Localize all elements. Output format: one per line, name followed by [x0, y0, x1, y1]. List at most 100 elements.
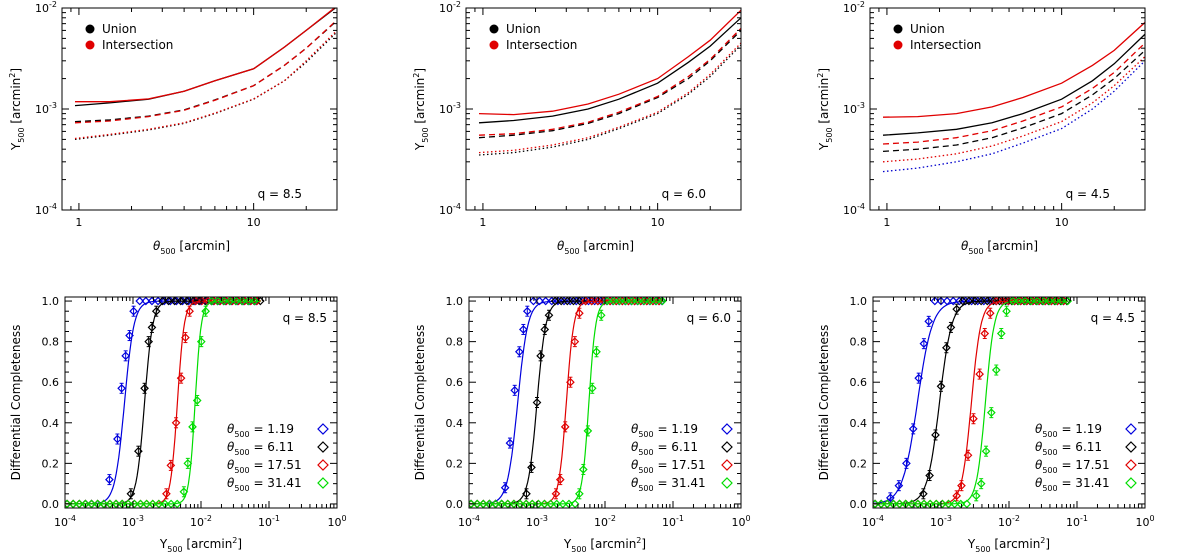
- data-point: [553, 297, 563, 306]
- data-point: [529, 297, 538, 306]
- data-point: [522, 489, 531, 499]
- data-point: [148, 499, 158, 508]
- data-point: [559, 297, 569, 306]
- y-tick-label: 10-4: [439, 202, 461, 217]
- fit-curve: [873, 300, 1069, 505]
- data-point: [142, 499, 151, 508]
- data-point: [209, 297, 219, 306]
- y-axis-label: Y500 [arcmin2]: [816, 68, 834, 151]
- y-tick-label: 0.0: [42, 498, 60, 511]
- data-point: [1057, 297, 1066, 306]
- data-point: [551, 489, 561, 499]
- data-point: [873, 499, 880, 508]
- y-axis-label: Differential Completeness: [413, 325, 427, 481]
- data-point: [958, 297, 968, 306]
- data-point: [534, 499, 543, 508]
- panel-2: 1 10 10-4 10-3 10-2 θ500 [arcmin] Y500 [arcmin…: [412, 0, 742, 256]
- data-point: [503, 499, 513, 508]
- data-point: [509, 499, 519, 508]
- x-tick-label: 10-4: [458, 514, 480, 529]
- data-point: [991, 365, 1001, 375]
- data-point: [989, 297, 998, 306]
- annotation-q: q = 8.5: [283, 311, 327, 325]
- data-point: [515, 499, 525, 508]
- x-tick-label: 1: [479, 216, 486, 229]
- y-tick-label: 10-2: [843, 0, 865, 15]
- y-tick-label: 0.2: [42, 457, 60, 470]
- legend-label: θ500 = 31.41: [1035, 476, 1110, 493]
- data-point: [985, 308, 995, 318]
- data-point: [166, 461, 176, 470]
- data-point: [201, 306, 210, 316]
- data-point: [976, 297, 986, 306]
- data-point: [590, 297, 599, 306]
- data-point: [615, 297, 624, 306]
- fit-curve: [65, 300, 261, 505]
- legend-label: Intersection: [102, 38, 173, 52]
- data-point: [238, 297, 247, 306]
- data-point: [540, 325, 550, 334]
- data-point: [540, 499, 549, 508]
- data-point: [982, 297, 992, 306]
- data-point: [995, 297, 1004, 306]
- y-tick-label: 1.0: [446, 295, 464, 308]
- x-axis-label: θ500 [arcmin]: [961, 239, 1038, 256]
- data-point: [651, 297, 661, 306]
- data-point: [188, 422, 197, 432]
- y-tick-label: 0.4: [42, 417, 60, 430]
- data-point: [105, 499, 115, 508]
- data-point: [584, 297, 593, 306]
- x-tick-label: 10: [247, 216, 261, 229]
- data-point: [196, 337, 206, 346]
- data-point: [654, 297, 664, 306]
- legend-label: θ500 = 6.11: [227, 440, 294, 457]
- data-point: [957, 481, 966, 491]
- data-point: [176, 373, 186, 383]
- data-point: [505, 438, 515, 448]
- data-point: [627, 297, 637, 306]
- y-tick-label: 0.8: [42, 336, 60, 349]
- data-point: [882, 499, 892, 508]
- data-point: [172, 499, 182, 508]
- x-tick-label: 10-3: [526, 514, 548, 529]
- data-point: [575, 297, 584, 306]
- data-point: [593, 297, 603, 306]
- data-point: [969, 414, 978, 424]
- fit-curve: [65, 300, 261, 505]
- data-point: [919, 339, 929, 349]
- data-point: [581, 297, 590, 306]
- x-tick-label: 1: [883, 216, 890, 229]
- y-tick-label: 10-3: [35, 101, 57, 116]
- data-point: [181, 333, 190, 342]
- data-point: [154, 499, 164, 508]
- data-point: [950, 499, 959, 508]
- x-tick-label: 10-4: [862, 514, 884, 529]
- data-point: [936, 381, 946, 391]
- legend-label: θ500 = 1.19: [1035, 422, 1102, 439]
- data-point: [942, 343, 951, 353]
- data-point: [129, 306, 138, 316]
- data-point: [183, 459, 193, 468]
- legend-label: θ500 = 31.41: [631, 476, 706, 493]
- data-point: [617, 297, 627, 306]
- data-point: [126, 489, 136, 499]
- data-point: [162, 489, 171, 499]
- legend-label: Union: [910, 22, 945, 36]
- series-line: [74, 19, 337, 124]
- data-point: [936, 297, 946, 306]
- y-axis-label: Differential Completeness: [9, 325, 23, 481]
- data-point: [583, 426, 593, 436]
- data-point: [225, 297, 235, 306]
- data-point: [166, 499, 176, 508]
- legend-label: Union: [102, 22, 137, 36]
- x-tick-label: 100: [327, 514, 346, 529]
- data-point: [317, 477, 329, 489]
- legend-marker: [893, 24, 903, 34]
- fit-curve: [873, 300, 1069, 505]
- data-point: [510, 385, 520, 395]
- data-point: [472, 499, 482, 508]
- y-axis-label: Y500 [arcmin2]: [412, 68, 430, 151]
- data-point: [962, 499, 972, 508]
- legend-marker: [489, 24, 499, 34]
